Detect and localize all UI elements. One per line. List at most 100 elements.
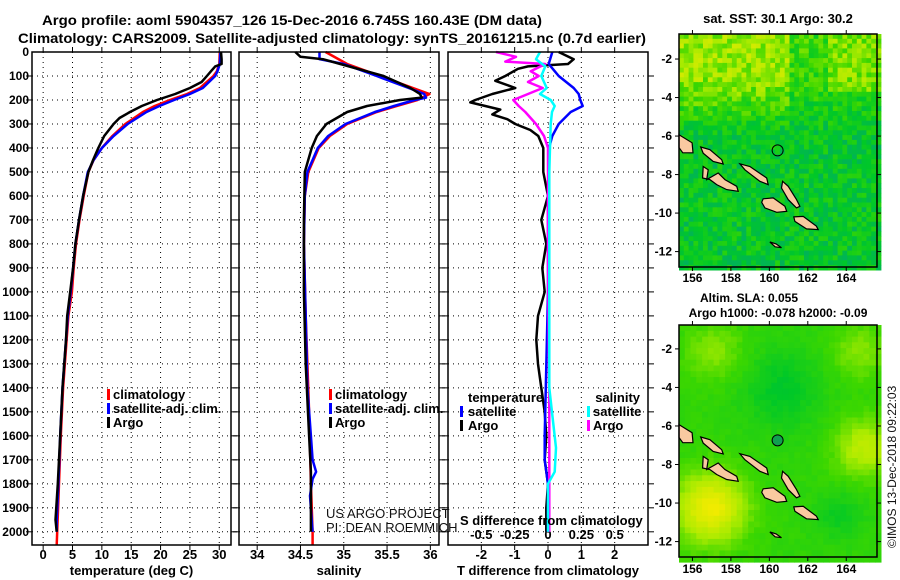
- field-cell: [808, 250, 815, 256]
- field-cell: [719, 510, 726, 517]
- field-cell: [748, 394, 755, 401]
- field-cell: [856, 72, 863, 78]
- x-tick-label: 1: [578, 547, 585, 562]
- field-cell: [800, 382, 807, 390]
- field-cell: [846, 353, 853, 361]
- field-cell: [800, 544, 807, 552]
- field-cell: [736, 353, 744, 361]
- field-cell: [736, 111, 743, 117]
- field-cell: [788, 440, 795, 447]
- field-cell: [861, 149, 867, 155]
- field-cell: [765, 463, 772, 471]
- argo-location-marker: [771, 144, 784, 157]
- field-cell: [832, 216, 839, 223]
- field-cell: [811, 504, 818, 511]
- field-cell: [852, 521, 859, 528]
- field-cell: [852, 458, 859, 465]
- field-cell: [755, 255, 762, 261]
- field-cell: [837, 139, 843, 146]
- field-cell: [765, 164, 771, 170]
- field-cell: [754, 365, 761, 372]
- field-cell: [784, 77, 791, 83]
- field-cell: [742, 330, 749, 338]
- field-cell: [799, 260, 805, 266]
- field-cell: [765, 400, 772, 407]
- field-cell: [813, 72, 819, 78]
- island: [769, 531, 782, 539]
- field-cell: [869, 429, 876, 436]
- field-cell: [688, 96, 694, 102]
- field-cell: [760, 130, 767, 136]
- field-cell: [805, 538, 813, 546]
- field-cell: [703, 139, 709, 146]
- field-cell: [717, 130, 723, 136]
- field-cell: [690, 550, 697, 557]
- field-cell: [808, 130, 815, 136]
- field-cell: [748, 423, 755, 430]
- field-cell: [755, 216, 762, 223]
- field-cell: [808, 48, 815, 54]
- field-cell: [725, 388, 732, 395]
- field-cell: [866, 202, 872, 208]
- field-cell: [754, 330, 761, 338]
- field-cell: [688, 87, 694, 93]
- field-cell: [789, 62, 795, 69]
- lat-tick-label: -12: [655, 245, 673, 259]
- field-cell: [811, 544, 818, 552]
- field-cell: [746, 82, 752, 88]
- field-cell: [722, 221, 728, 228]
- field-cell: [712, 265, 718, 271]
- field-cell: [679, 481, 686, 488]
- field-cell: [741, 226, 747, 232]
- field-cell: [683, 250, 690, 256]
- field-cell: [811, 521, 818, 528]
- field-cell: [730, 463, 738, 471]
- field-cell: [847, 120, 853, 127]
- field-cell: [754, 481, 761, 488]
- field-cell: [804, 154, 810, 160]
- field-cell: [746, 250, 752, 256]
- field-cell: [828, 429, 836, 436]
- field-cell: [679, 371, 686, 378]
- field-cell: [871, 202, 877, 208]
- field-cell: [784, 139, 791, 146]
- field-cell: [684, 538, 692, 546]
- field-cell: [834, 348, 842, 355]
- field-cell: [730, 521, 738, 528]
- field-cell: [751, 255, 757, 261]
- field-cell: [784, 245, 791, 252]
- field-cell: [683, 87, 690, 93]
- field-cell: [789, 43, 795, 49]
- field-cell: [755, 207, 762, 213]
- field-cell: [794, 192, 800, 199]
- field-cell: [788, 382, 795, 390]
- field-cell: [736, 452, 744, 459]
- field-cell: [832, 62, 839, 69]
- field-cell: [741, 96, 747, 102]
- field-cell: [804, 183, 810, 189]
- field-cell: [765, 388, 772, 395]
- field-cell: [777, 336, 784, 343]
- field-cell: [755, 265, 762, 271]
- field-cell: [698, 216, 704, 223]
- field-cell: [842, 34, 848, 40]
- field-cell: [794, 96, 800, 102]
- field-cell: [696, 533, 703, 540]
- field-cell: [823, 440, 830, 447]
- field-cell: [800, 527, 807, 534]
- field-cell: [707, 53, 714, 59]
- field-cell: [731, 236, 738, 242]
- field-cell: [696, 325, 703, 332]
- field-cell: [760, 115, 767, 122]
- field-cell: [789, 67, 795, 74]
- field-cell: [736, 231, 743, 237]
- field-cell: [713, 434, 720, 442]
- field-cell: [731, 255, 738, 261]
- field-cell: [679, 173, 685, 179]
- field-cell: [765, 417, 772, 424]
- field-cell: [683, 154, 690, 160]
- field-cell: [683, 58, 690, 64]
- field-cell: [730, 417, 738, 424]
- field-cell: [794, 434, 801, 442]
